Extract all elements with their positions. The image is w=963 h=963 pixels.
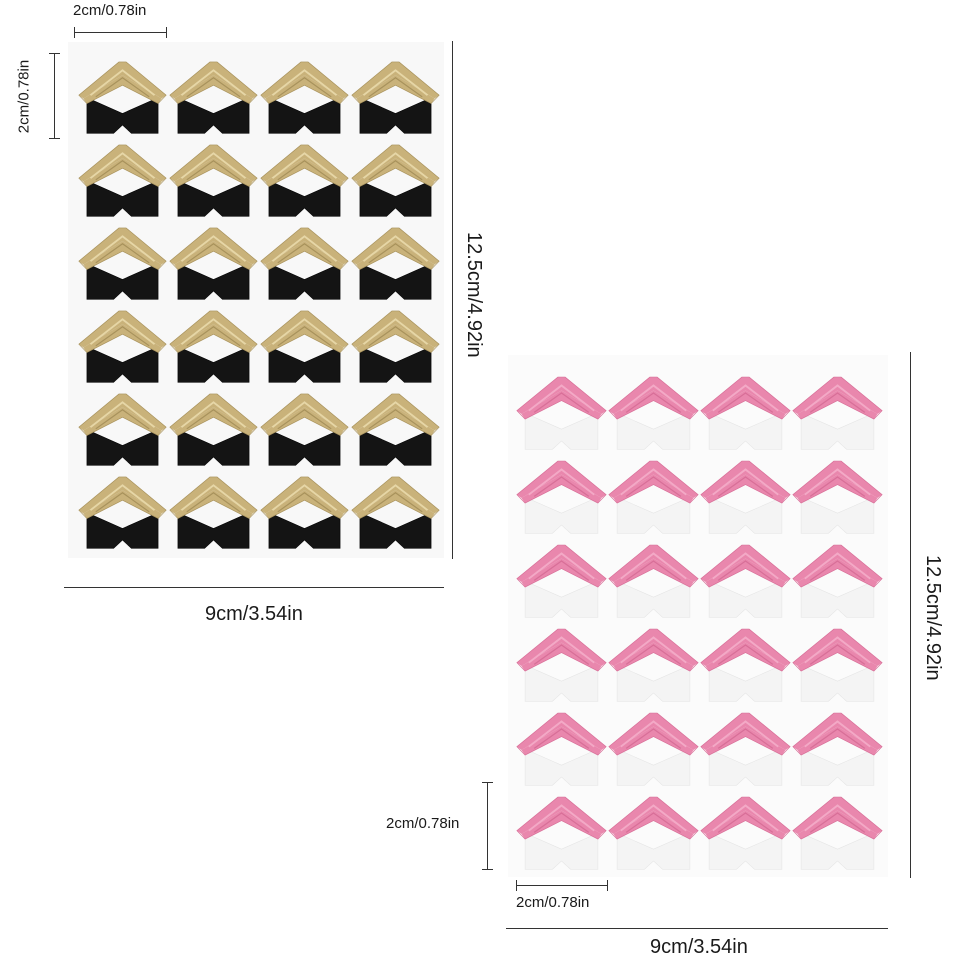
- pink-corner-sheet: [508, 355, 888, 877]
- gold-photo-corner: [260, 301, 349, 384]
- pink-photo-corner: [700, 787, 791, 871]
- pink-photo-corner: [516, 787, 607, 871]
- pink-photo-corner: [792, 787, 883, 871]
- gold-photo-corner: [78, 52, 167, 135]
- pink-corner-width-line: [516, 885, 608, 886]
- pink-sheet-width-label: 9cm/3.54in: [650, 936, 748, 958]
- pink-corner-width-label: 2cm/0.78in: [516, 894, 590, 911]
- pink-corner-height-tick-bottom: [482, 869, 493, 870]
- gold-photo-corner: [78, 218, 167, 301]
- gold-corner-width-line: [74, 32, 167, 33]
- pink-photo-corner: [792, 703, 883, 787]
- gold-photo-corner: [169, 52, 258, 135]
- gold-photo-corner: [169, 135, 258, 218]
- gold-photo-corner: [169, 218, 258, 301]
- gold-photo-corner: [169, 384, 258, 467]
- gold-photo-corner: [351, 384, 440, 467]
- gold-photo-corner: [260, 467, 349, 550]
- gold-corner-width-label: 2cm/0.78in: [73, 2, 147, 19]
- gold-corner-height-tick-top: [49, 53, 60, 54]
- pink-photo-corner: [700, 451, 791, 535]
- gold-corner-width-tick-right: [166, 27, 167, 38]
- gold-photo-corner: [78, 135, 167, 218]
- pink-photo-corner: [700, 367, 791, 451]
- pink-photo-corner: [516, 451, 607, 535]
- gold-photo-corner: [78, 384, 167, 467]
- gold-sheet-height-line: [452, 41, 453, 559]
- gold-corner-width-tick-left: [74, 27, 75, 38]
- gold-photo-corner: [169, 467, 258, 550]
- gold-corner-height-label: 2cm/0.78in: [15, 59, 33, 134]
- pink-photo-corner: [608, 787, 699, 871]
- gold-photo-corner: [260, 52, 349, 135]
- gold-photo-corner: [260, 384, 349, 467]
- pink-photo-corner: [700, 535, 791, 619]
- pink-corner-height-tick-top: [482, 782, 493, 783]
- pink-photo-corner: [700, 619, 791, 703]
- pink-photo-corner: [792, 367, 883, 451]
- pink-photo-corner: [608, 451, 699, 535]
- gold-corner-height-line: [54, 53, 55, 139]
- pink-photo-corner: [608, 619, 699, 703]
- pink-corner-width-tick-left: [516, 880, 517, 891]
- pink-photo-corner: [608, 703, 699, 787]
- pink-photo-corner: [792, 535, 883, 619]
- gold-photo-corner: [78, 301, 167, 384]
- pink-photo-corner: [516, 703, 607, 787]
- gold-photo-corner: [78, 467, 167, 550]
- gold-sheet-height-label: 12.5cm/4.92in: [463, 232, 485, 358]
- pink-corner-height-line: [487, 782, 488, 870]
- pink-photo-corner: [608, 535, 699, 619]
- pink-photo-corner: [516, 367, 607, 451]
- pink-sheet-height-line: [910, 352, 911, 878]
- gold-photo-corner: [351, 135, 440, 218]
- gold-corner-height-tick-bottom: [49, 138, 60, 139]
- pink-photo-corner: [700, 703, 791, 787]
- pink-photo-corner: [516, 619, 607, 703]
- pink-corner-width-tick-right: [607, 880, 608, 891]
- pink-photo-corner: [792, 619, 883, 703]
- gold-sheet-width-label: 9cm/3.54in: [205, 603, 303, 625]
- pink-photo-corner: [516, 535, 607, 619]
- gold-photo-corner: [260, 135, 349, 218]
- pink-sheet-height-label: 12.5cm/4.92in: [922, 555, 944, 681]
- gold-sheet-width-line: [64, 587, 444, 588]
- gold-corner-sheet: [68, 42, 444, 558]
- pink-photo-corner: [608, 367, 699, 451]
- pink-photo-corner: [792, 451, 883, 535]
- pink-corner-height-label: 2cm/0.78in: [386, 815, 460, 832]
- gold-photo-corner: [351, 301, 440, 384]
- gold-photo-corner: [351, 467, 440, 550]
- gold-photo-corner: [351, 218, 440, 301]
- gold-photo-corner: [351, 52, 440, 135]
- gold-photo-corner: [169, 301, 258, 384]
- gold-photo-corner: [260, 218, 349, 301]
- pink-sheet-width-line: [506, 928, 888, 929]
